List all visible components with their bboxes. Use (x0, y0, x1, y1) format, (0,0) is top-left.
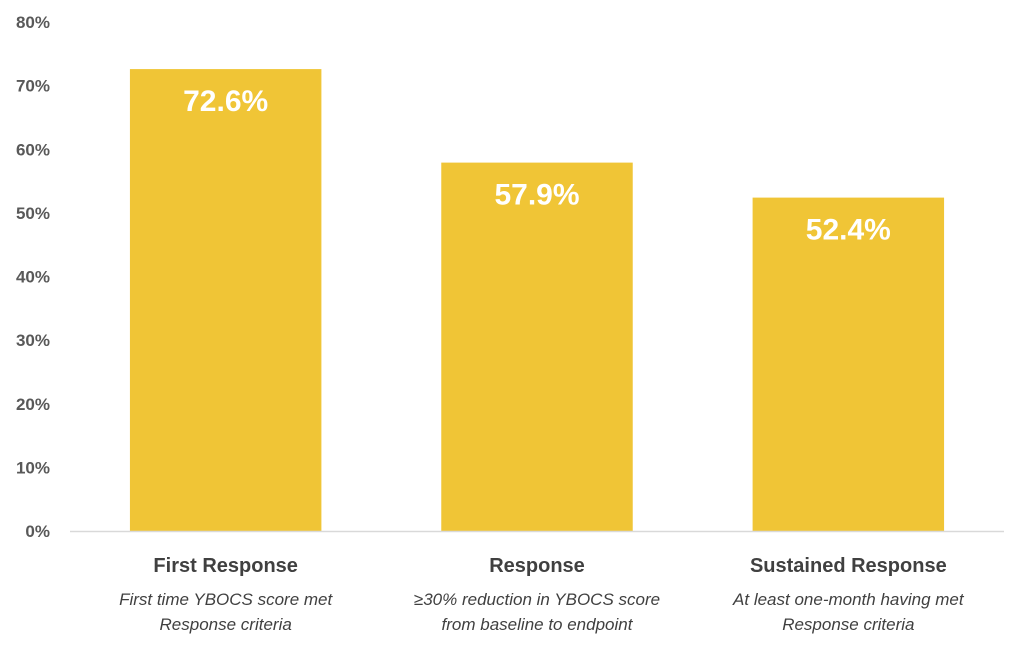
data-labels: 72.6% 57.9% 52.4% (183, 85, 891, 247)
y-tick-label: 40% (16, 268, 50, 287)
y-tick-label: 10% (16, 458, 50, 477)
category-description: Response criteria (782, 615, 914, 634)
y-tick-label: 70% (16, 77, 50, 96)
category-label: First Response (153, 555, 297, 577)
y-axis: 0% 10% 20% 30% 40% 50% 60% 70% 80% (16, 13, 50, 541)
category-label: Sustained Response (750, 555, 947, 577)
bar (441, 162, 633, 531)
x-axis: First Response First time YBOCS score met… (70, 530, 1004, 634)
y-tick-label: 60% (16, 140, 50, 159)
bar (129, 69, 322, 532)
category-description: ≥30% reduction in YBOCS score (414, 590, 660, 609)
category-label: Response (489, 555, 585, 577)
category-description: First time YBOCS score met (119, 590, 333, 609)
y-tick-label: 80% (16, 13, 50, 32)
category-description: Response criteria (160, 615, 292, 634)
data-label: 57.9% (494, 179, 579, 212)
category-description: from baseline to endpoint (442, 615, 634, 634)
y-tick-label: 20% (16, 395, 50, 414)
bars (129, 69, 945, 532)
category-description: At least one-month having met (732, 590, 965, 609)
bar (752, 197, 945, 532)
y-tick-label: 30% (16, 331, 50, 350)
y-tick-label: 0% (25, 522, 50, 541)
y-tick-label: 50% (16, 204, 50, 223)
data-label: 72.6% (183, 85, 268, 118)
data-label: 52.4% (806, 214, 891, 247)
